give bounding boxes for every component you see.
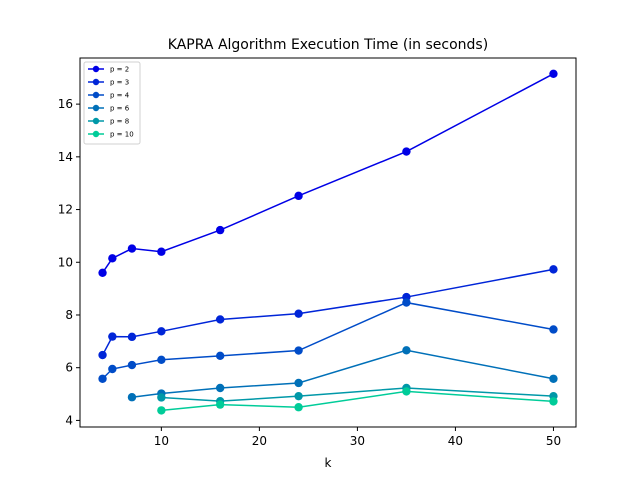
data-point <box>127 244 137 253</box>
legend-label: p = 3 <box>110 79 129 87</box>
data-point <box>402 147 411 156</box>
legend-label: p = 2 <box>110 66 129 74</box>
data-point <box>215 225 225 235</box>
y-tick-label: 6 <box>65 361 73 375</box>
data-point <box>294 403 303 412</box>
data-point <box>402 387 411 396</box>
data-point <box>294 391 303 401</box>
data-point <box>108 254 117 263</box>
data-point <box>549 265 558 274</box>
data-point <box>127 332 137 342</box>
data-point <box>98 268 107 278</box>
y-tick-label: 10 <box>58 255 73 269</box>
y-tick-label: 16 <box>58 97 73 111</box>
series-6 <box>157 387 558 415</box>
data-point <box>157 247 166 256</box>
legend: p = 2 p = 3 p = 4 p = 6 p = 8 p = 10 <box>83 61 141 145</box>
chart-title: KAPRA Algorithm Execution Time (in secon… <box>168 37 488 53</box>
data-point <box>157 327 166 336</box>
data-point <box>108 332 117 341</box>
axis-ticks: 10 20 30 40 50 4 6 8 10 12 14 16 <box>58 97 561 448</box>
data-point <box>127 393 137 402</box>
legend-label: p = 6 <box>110 105 130 113</box>
data-point <box>98 374 107 383</box>
data-point <box>98 350 107 360</box>
data-point <box>549 374 558 383</box>
y-tick-label: 14 <box>58 150 73 164</box>
data-point <box>294 309 303 318</box>
data-point <box>215 383 225 393</box>
legend-item: p = 4 <box>88 92 130 100</box>
data-point <box>108 364 117 374</box>
data-point <box>127 360 137 370</box>
series-2 <box>98 265 558 360</box>
data-point <box>215 400 225 409</box>
x-tick-label: 30 <box>350 434 365 448</box>
data-point <box>549 397 558 406</box>
series-1 <box>98 69 558 278</box>
data-point <box>215 315 225 324</box>
data-point <box>402 298 411 307</box>
legend-item: p = 10 <box>88 131 134 139</box>
legend-item: p = 2 <box>88 66 129 74</box>
series-line <box>131 349 554 398</box>
series-4 <box>127 346 558 402</box>
data-point <box>294 378 303 388</box>
x-tick-label: 10 <box>154 434 169 448</box>
x-tick-label: 50 <box>546 434 561 448</box>
legend-item: p = 8 <box>88 118 129 126</box>
data-point <box>549 325 558 334</box>
y-tick-label: 4 <box>65 413 73 427</box>
y-tick-label: 8 <box>65 308 73 322</box>
legend-marker <box>92 104 100 112</box>
plot-marks <box>98 69 558 415</box>
legend-marker <box>92 130 100 138</box>
series-3 <box>98 298 558 383</box>
data-point <box>157 355 166 364</box>
legend-label: p = 4 <box>110 92 130 100</box>
legend-marker <box>92 78 100 86</box>
x-tick-label: 40 <box>448 434 463 448</box>
x-axis-label: k <box>325 456 332 470</box>
data-point <box>157 393 166 402</box>
legend-marker <box>92 117 100 125</box>
legend-item: p = 6 <box>88 105 130 113</box>
data-point <box>402 346 411 355</box>
data-point <box>294 346 303 355</box>
data-point <box>157 406 166 415</box>
plot-frame <box>79 57 577 428</box>
y-tick-label: 12 <box>58 203 73 217</box>
legend-label: p = 8 <box>110 118 129 126</box>
legend-item: p = 3 <box>88 79 129 87</box>
data-point <box>294 191 303 201</box>
data-point <box>215 351 225 361</box>
x-tick-label: 20 <box>252 434 267 448</box>
data-point <box>549 69 558 79</box>
legend-marker <box>92 65 100 73</box>
legend-marker <box>92 91 100 99</box>
legend-label: p = 10 <box>110 131 134 139</box>
